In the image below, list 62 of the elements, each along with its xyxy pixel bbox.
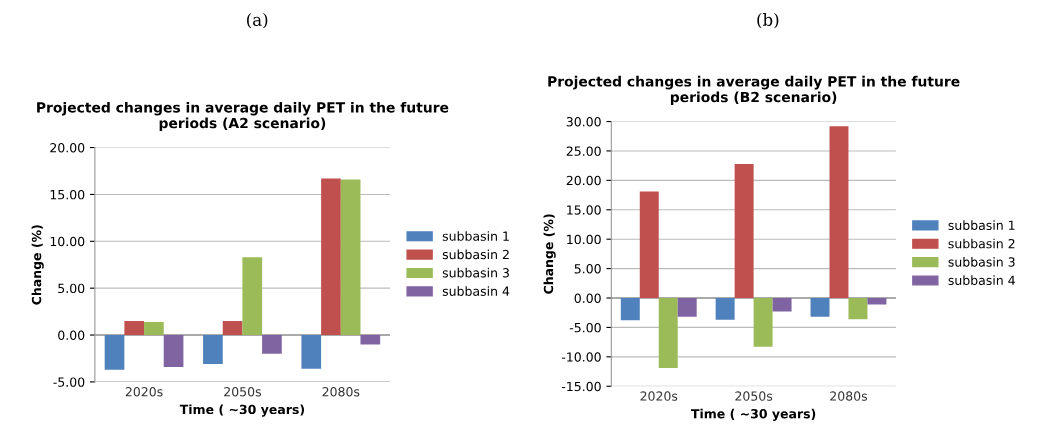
- y-tick-label: 25.00: [566, 146, 601, 156]
- y-tick-label: -5.00: [569, 322, 601, 333]
- x-tick-label: 2080s: [322, 387, 360, 397]
- y-axis-title: Change (%): [31, 225, 44, 305]
- legend-label: subbasin 1: [442, 231, 509, 241]
- x-tick-label: 2020s: [640, 391, 678, 401]
- y-tick-label: 20.00: [566, 175, 601, 186]
- x-tick-label: 2050s: [224, 387, 261, 397]
- y-tick-label: 15.00: [567, 205, 601, 215]
- legend-label: subbasin 2: [948, 238, 1015, 249]
- bar: [753, 298, 773, 347]
- bar: [203, 335, 223, 365]
- bar: [829, 126, 849, 299]
- bar: [301, 335, 322, 369]
- y-tick-label: -5.00: [53, 377, 85, 387]
- bar: [321, 178, 341, 336]
- y-tick-label: 0.00: [58, 330, 85, 340]
- y-tick-label: -15.00: [561, 381, 601, 392]
- text: (b): [757, 13, 779, 29]
- legend-label: subbasin 1: [948, 220, 1015, 230]
- legend-label: subbasin 4: [948, 275, 1015, 286]
- bar: [848, 298, 868, 320]
- x-axis-title: Time ( ~30 years): [179, 404, 305, 417]
- y-tick-label: 5.00: [58, 283, 85, 294]
- y-tick-label: 15.00: [50, 189, 85, 200]
- bar: [104, 335, 125, 370]
- y-tick-label: 10.00: [50, 236, 85, 247]
- bar: [867, 298, 887, 305]
- bar: [163, 335, 184, 367]
- bar: [715, 298, 735, 320]
- bar: [810, 298, 830, 317]
- legend-label: subbasin 3: [442, 267, 509, 278]
- x-axis-title: Time ( ~30 years): [691, 408, 816, 421]
- bar: [340, 179, 361, 336]
- bar: [144, 321, 164, 336]
- bar: [658, 298, 678, 369]
- bar: [124, 320, 145, 336]
- x-tick-label: 2080s: [830, 391, 868, 401]
- chart-title: Projected changes in average daily PET in the future periods (A2 scenario): [37, 101, 449, 131]
- y-tick-label: 0.00: [574, 293, 601, 303]
- legend-label: subbasin 3: [948, 257, 1015, 267]
- legend-label: subbasin 4: [442, 286, 510, 296]
- y-tick-label: -10.00: [561, 352, 601, 362]
- bar: [734, 163, 754, 299]
- x-tick-label: 2020s: [125, 387, 163, 397]
- bar: [360, 335, 381, 345]
- bar: [639, 191, 659, 299]
- x-tick-label: 2050s: [735, 391, 773, 401]
- y-tick-label: 5.00: [574, 264, 601, 274]
- bar: [242, 257, 263, 336]
- text: (a): [247, 13, 268, 29]
- y-axis-title: Change (%): [543, 214, 556, 294]
- y-tick-label: 30.00: [566, 116, 601, 127]
- bar: [677, 298, 697, 317]
- chart-title: Projected changes in average daily PET in the future periods (B2 scenario): [548, 75, 960, 105]
- bar: [772, 298, 792, 312]
- y-tick-label: 10.00: [567, 234, 601, 245]
- bar: [222, 320, 243, 336]
- y-tick-label: 20.00: [50, 143, 85, 153]
- bar: [620, 298, 640, 321]
- bar: [262, 335, 282, 354]
- legend-label: subbasin 2: [442, 249, 509, 260]
